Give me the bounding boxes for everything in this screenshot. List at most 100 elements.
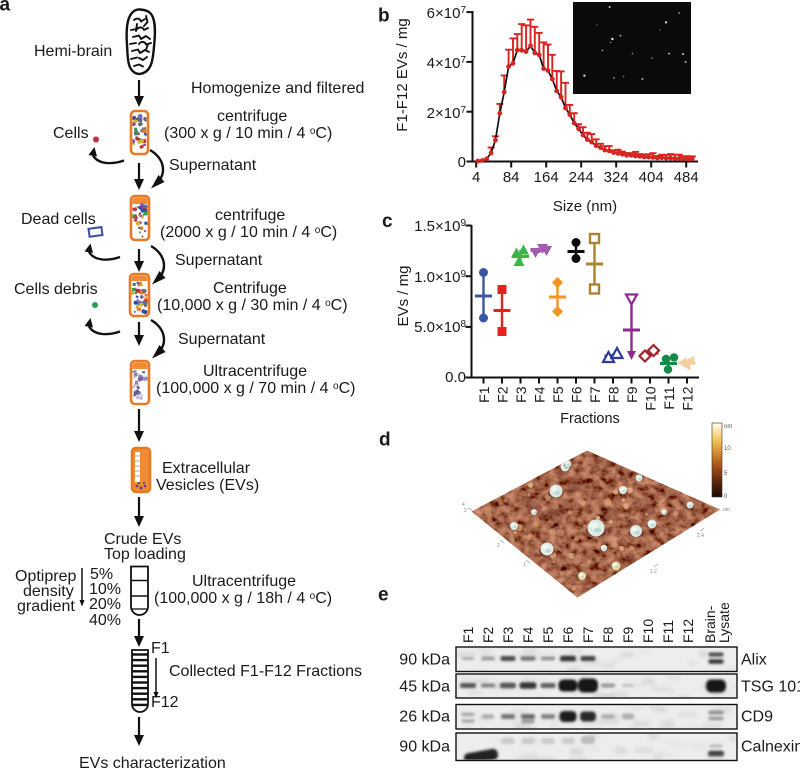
svg-text:0: 0 <box>458 154 466 171</box>
svg-text:EVs / mg: EVs / mg <box>395 266 412 327</box>
svg-text:6×107: 6×107 <box>427 5 467 22</box>
svg-text:45 kDa: 45 kDa <box>399 679 450 696</box>
svg-text:F8: F8 <box>600 626 616 643</box>
svg-text:CD9: CD9 <box>741 709 773 726</box>
svg-text:Vesicles (EVs): Vesicles (EVs) <box>156 477 259 494</box>
svg-text:1: 1 <box>523 562 526 568</box>
svg-text:Brain-: Brain- <box>702 605 718 643</box>
svg-text:Homogenize and filtered: Homogenize and filtered <box>191 80 364 97</box>
svg-text:(100,000 x g / 18h / 4 oC): (100,000 x g / 18h / 4 oC) <box>154 590 332 607</box>
svg-text:Lysate: Lysate <box>716 602 732 643</box>
svg-text:F11: F11 <box>660 620 676 643</box>
svg-text:F8: F8 <box>606 386 622 403</box>
svg-text:(2000 x g / 10 min / 4 oC): (2000 x g / 10 min / 4 oC) <box>160 224 337 241</box>
svg-text:1.0×109: 1.0×109 <box>414 269 466 286</box>
svg-text:26 kDa: 26 kDa <box>399 709 450 726</box>
svg-text:F11: F11 <box>661 386 677 409</box>
svg-text:Hemi-brain: Hemi-brain <box>34 43 112 60</box>
svg-text:F12: F12 <box>680 386 696 410</box>
svg-text:F9: F9 <box>624 386 640 403</box>
svg-text:1.2: 1.2 <box>650 569 657 575</box>
svg-text:2×107: 2×107 <box>427 105 467 122</box>
svg-text:4: 4 <box>472 169 480 186</box>
svg-text:F4: F4 <box>520 626 536 643</box>
svg-text:Cells: Cells <box>53 125 89 142</box>
svg-text:F6: F6 <box>560 626 576 643</box>
svg-text:F1-F12 EVs / mg: F1-F12 EVs / mg <box>394 18 411 131</box>
svg-text:centrifuge: centrifuge <box>217 108 287 125</box>
svg-text:2: 2 <box>464 508 467 514</box>
svg-text:Cells debris: Cells debris <box>14 281 98 298</box>
svg-text:F7: F7 <box>580 626 596 643</box>
svg-text:244: 244 <box>569 169 594 186</box>
svg-text:F2: F2 <box>495 386 511 403</box>
svg-text:d: d <box>379 430 391 451</box>
svg-text:2: 2 <box>497 543 500 549</box>
svg-text:4: 4 <box>462 502 465 508</box>
svg-text:(100,000 x g / 70 min / 4 oC): (100,000 x g / 70 min / 4 oC) <box>156 380 355 397</box>
svg-text:F3: F3 <box>500 626 516 643</box>
svg-text:90 kDa: 90 kDa <box>399 739 450 756</box>
svg-text:F12: F12 <box>151 694 179 711</box>
svg-text:nm: nm <box>724 424 732 430</box>
svg-text:Alix: Alix <box>741 652 767 669</box>
svg-text:F5: F5 <box>550 386 566 403</box>
svg-text:Calnexin: Calnexin <box>741 739 800 756</box>
svg-text:F12: F12 <box>680 619 696 643</box>
svg-text:density: density <box>23 583 74 600</box>
svg-text:10: 10 <box>724 446 731 452</box>
svg-text:F10: F10 <box>643 386 659 410</box>
svg-text:5: 5 <box>724 471 728 477</box>
svg-text:c: c <box>382 211 393 232</box>
svg-text:164: 164 <box>534 169 559 186</box>
svg-text:Fractions: Fractions <box>560 411 620 427</box>
svg-text:centrifuge: centrifuge <box>215 207 285 224</box>
svg-text:4×107: 4×107 <box>427 55 467 72</box>
svg-text:F9: F9 <box>620 626 636 643</box>
svg-text:um: um <box>723 507 730 513</box>
svg-text:F10: F10 <box>640 619 656 643</box>
svg-text:40%: 40% <box>89 612 121 629</box>
svg-text:EVs characterization: EVs characterization <box>79 755 226 769</box>
svg-text:404: 404 <box>639 169 664 186</box>
svg-text:0.0: 0.0 <box>445 369 466 386</box>
svg-text:90 kDa: 90 kDa <box>399 652 450 669</box>
svg-text:Centrifuge: Centrifuge <box>213 280 287 297</box>
svg-text:F1: F1 <box>460 626 476 643</box>
svg-text:e: e <box>378 585 389 606</box>
svg-text:Dead cells: Dead cells <box>21 211 96 228</box>
svg-text:F7: F7 <box>587 386 603 403</box>
svg-text:a: a <box>0 0 11 16</box>
svg-text:0: 0 <box>724 494 728 500</box>
svg-text:84: 84 <box>503 169 520 186</box>
svg-text:Crude EVs: Crude EVs <box>104 531 181 548</box>
svg-text:324: 324 <box>604 169 629 186</box>
svg-text:gradient: gradient <box>17 598 75 615</box>
svg-text:F6: F6 <box>569 386 585 403</box>
svg-text:Supernatant: Supernatant <box>169 157 257 174</box>
svg-text:Supernatant: Supernatant <box>175 252 263 269</box>
svg-text:F1: F1 <box>476 386 492 403</box>
svg-text:Supernatant: Supernatant <box>178 331 266 348</box>
svg-text:Optiprep: Optiprep <box>15 568 76 585</box>
svg-text:10%: 10% <box>89 581 121 598</box>
svg-text:5%: 5% <box>90 566 113 583</box>
svg-text:Collected F1-F12 Fractions: Collected F1-F12 Fractions <box>169 663 362 680</box>
svg-text:484: 484 <box>674 169 699 186</box>
svg-text:F1: F1 <box>151 640 170 657</box>
svg-text:F2: F2 <box>480 626 496 643</box>
svg-text:Top loading: Top loading <box>104 546 186 563</box>
svg-text:20%: 20% <box>89 596 121 613</box>
svg-text:Extracellular: Extracellular <box>162 460 251 477</box>
svg-text:Ultracentrifuge: Ultracentrifuge <box>203 363 307 380</box>
svg-text:Ultracentrifuge: Ultracentrifuge <box>192 573 296 590</box>
svg-text:F3: F3 <box>513 386 529 403</box>
svg-text:2.4: 2.4 <box>697 533 704 539</box>
svg-text:5.0×108: 5.0×108 <box>414 319 466 336</box>
svg-text:1.5×109: 1.5×109 <box>414 218 466 235</box>
svg-text:(10,000 x g / 30 min / 4 oC): (10,000 x g / 30 min / 4 oC) <box>157 297 348 314</box>
svg-text:F4: F4 <box>532 386 548 403</box>
svg-text:TSG 101: TSG 101 <box>741 679 800 696</box>
svg-text:Size (nm): Size (nm) <box>553 198 617 215</box>
svg-text:b: b <box>378 6 390 27</box>
